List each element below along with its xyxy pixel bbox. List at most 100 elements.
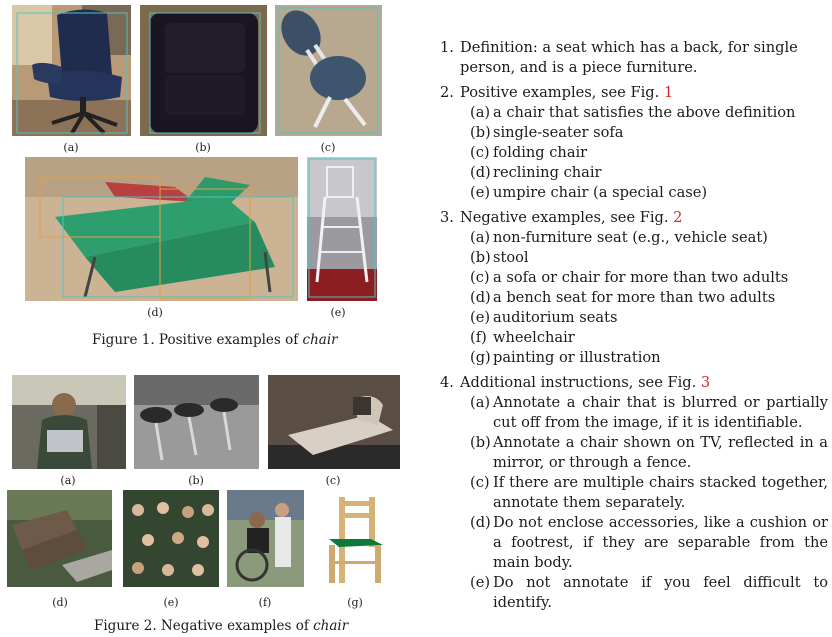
sub-item-text: non-furniture seat (e.g., vehicle seat) xyxy=(493,229,768,246)
rule-number: 1. xyxy=(440,39,454,56)
figure2-caption-text: Figure 2. Negative examples of xyxy=(94,618,314,634)
rule-number: 3. xyxy=(440,209,454,226)
sub-item: (b) stool xyxy=(440,248,828,268)
fig1-label-e: (e) xyxy=(330,306,346,319)
rule-number: 2. xyxy=(440,84,454,101)
sub-item-text: reclining chair xyxy=(493,164,602,181)
sub-item-label: (d) xyxy=(470,289,491,306)
rule-text: Additional instructions, see Fig. xyxy=(460,374,701,391)
additional-sublist: (a) Annotate a chair that is blurred or p… xyxy=(440,393,828,613)
fig2-label-d: (d) xyxy=(52,596,68,609)
figure1-caption-emph: chair xyxy=(302,332,338,348)
sub-item: (e) Do not annotate if you feel difficult… xyxy=(440,573,828,613)
sub-item: (d) reclining chair xyxy=(440,163,828,183)
fig2-label-a: (a) xyxy=(60,474,76,487)
fig2-image-e-auditorium-seats xyxy=(123,490,219,587)
fig2-image-d-bench xyxy=(7,490,112,587)
sub-item-label: (e) xyxy=(470,309,491,326)
rule-text: Positive examples, see Fig. xyxy=(460,84,664,101)
annotation-rules-list: 1. Definition: a seat which has a back, … xyxy=(440,38,828,618)
sub-item-text: Annotate a chair that is blurred or part… xyxy=(493,394,828,431)
sub-item-text: a chair that satisfies the above definit… xyxy=(493,104,796,121)
sub-item-text: folding chair xyxy=(493,144,588,161)
fig1-image-a-office-chair xyxy=(12,5,131,136)
figure2-caption-emph: chair xyxy=(313,618,349,634)
figure2-caption: Figure 2. Negative examples of chair xyxy=(94,618,348,634)
sub-item-text: a sofa or chair for more than two adults xyxy=(493,269,789,286)
sub-item-text: painting or illustration xyxy=(493,349,661,366)
sub-item: (c) If there are multiple chairs stacked … xyxy=(440,473,828,513)
sub-item: (b) single-seater sofa xyxy=(440,123,828,143)
figure-reference-link[interactable]: 2 xyxy=(673,209,683,226)
sub-item-label: (f) xyxy=(470,329,487,346)
rule-number: 4. xyxy=(440,374,454,391)
sub-item: (c) folding chair xyxy=(440,143,828,163)
positive-sublist: (a) a chair that satisfies the above defi… xyxy=(440,103,828,203)
fig2-label-g: (g) xyxy=(347,596,363,609)
fig2-image-g-chair-illustration xyxy=(325,495,387,585)
sub-item: (a) Annotate a chair that is blurred or p… xyxy=(440,393,828,433)
sub-item-text: umpire chair (a special case) xyxy=(493,184,708,201)
fig1-label-d: (d) xyxy=(147,306,163,319)
sub-item-label: (a) xyxy=(470,394,491,411)
sub-item: (c) a sofa or chair for more than two adu… xyxy=(440,268,828,288)
fig2-label-c: (c) xyxy=(325,474,341,487)
sub-item-text: If there are multiple chairs stacked tog… xyxy=(493,474,828,511)
rule-definition: 1. Definition: a seat which has a back, … xyxy=(440,38,828,78)
sub-item-label: (b) xyxy=(470,124,491,141)
rule-negative-examples: 3. Negative examples, see Fig. 2 (a) non-… xyxy=(440,208,828,368)
sub-item-label: (c) xyxy=(470,269,490,286)
sub-item: (d) Do not enclose accessories, like a cu… xyxy=(440,513,828,573)
sub-item: (d) a bench seat for more than two adults xyxy=(440,288,828,308)
fig1-label-b: (b) xyxy=(195,141,211,154)
fig2-image-c-sofa-chaise xyxy=(268,375,400,469)
sub-item-label: (e) xyxy=(470,574,491,591)
sub-item-label: (b) xyxy=(470,434,491,451)
sub-item-label: (d) xyxy=(470,164,491,181)
fig2-image-f-wheelchair xyxy=(227,490,304,587)
sub-item-label: (a) xyxy=(470,229,491,246)
fig1-image-e-umpire-chair xyxy=(307,157,377,301)
fig1-label-a: (a) xyxy=(63,141,79,154)
sub-item-label: (a) xyxy=(470,104,491,121)
sub-item-text: Do not annotate if you feel difficult to… xyxy=(493,574,828,611)
sub-item: (e) umpire chair (a special case) xyxy=(440,183,828,203)
fig2-label-e: (e) xyxy=(163,596,179,609)
rule-text: Negative examples, see Fig. xyxy=(460,209,674,226)
sub-item-text: Do not enclose accessories, like a cushi… xyxy=(493,514,828,571)
sub-item-text: auditorium seats xyxy=(493,309,618,326)
fig2-image-a-vehicle-seat xyxy=(12,375,126,469)
fig1-image-c-folding-chair xyxy=(275,5,382,136)
figure1-caption-text: Figure 1. Positive examples of xyxy=(92,332,303,348)
fig1-image-d-reclining-chair xyxy=(25,157,298,301)
fig1-image-b-single-seater-sofa xyxy=(140,5,267,136)
fig2-label-f: (f) xyxy=(258,596,272,609)
sub-item-label: (c) xyxy=(470,144,490,161)
sub-item-text: a bench seat for more than two adults xyxy=(493,289,776,306)
sub-item-text: single-seater sofa xyxy=(493,124,624,141)
sub-item: (f) wheelchair xyxy=(440,328,828,348)
sub-item-label: (g) xyxy=(470,349,491,366)
sub-item-label: (d) xyxy=(470,514,491,531)
negative-sublist: (a) non-furniture seat (e.g., vehicle sea… xyxy=(440,228,828,368)
sub-item-label: (b) xyxy=(470,249,491,266)
figure-reference-link[interactable]: 1 xyxy=(663,84,674,101)
sub-item-text: Annotate a chair shown on TV, reflected … xyxy=(493,434,828,471)
sub-item: (b) Annotate a chair shown on TV, reflect… xyxy=(440,433,828,473)
rule-positive-examples: 2. Positive examples, see Fig. 1 (a) a ch… xyxy=(440,83,828,203)
rule-additional-instructions: 4. Additional instructions, see Fig. 3 (… xyxy=(440,373,828,613)
sub-item: (e) auditorium seats xyxy=(440,308,828,328)
figure1-caption: Figure 1. Positive examples of chair xyxy=(92,332,338,348)
sub-item-label: (e) xyxy=(470,184,491,201)
sub-item: (a) a chair that satisfies the above defi… xyxy=(440,103,828,123)
sub-item-text: wheelchair xyxy=(493,329,575,346)
fig1-label-c: (c) xyxy=(320,141,336,154)
figure-reference-link[interactable]: 3 xyxy=(700,374,711,391)
sub-item-text: stool xyxy=(493,249,529,266)
sub-item-label: (c) xyxy=(470,474,490,491)
sub-item: (a) non-furniture seat (e.g., vehicle sea… xyxy=(440,228,828,248)
fig2-label-b: (b) xyxy=(188,474,204,487)
rule-text: Definition: a seat which has a back, for… xyxy=(460,39,798,76)
sub-item: (g) painting or illustration xyxy=(440,348,828,368)
fig2-image-b-stools xyxy=(134,375,259,469)
